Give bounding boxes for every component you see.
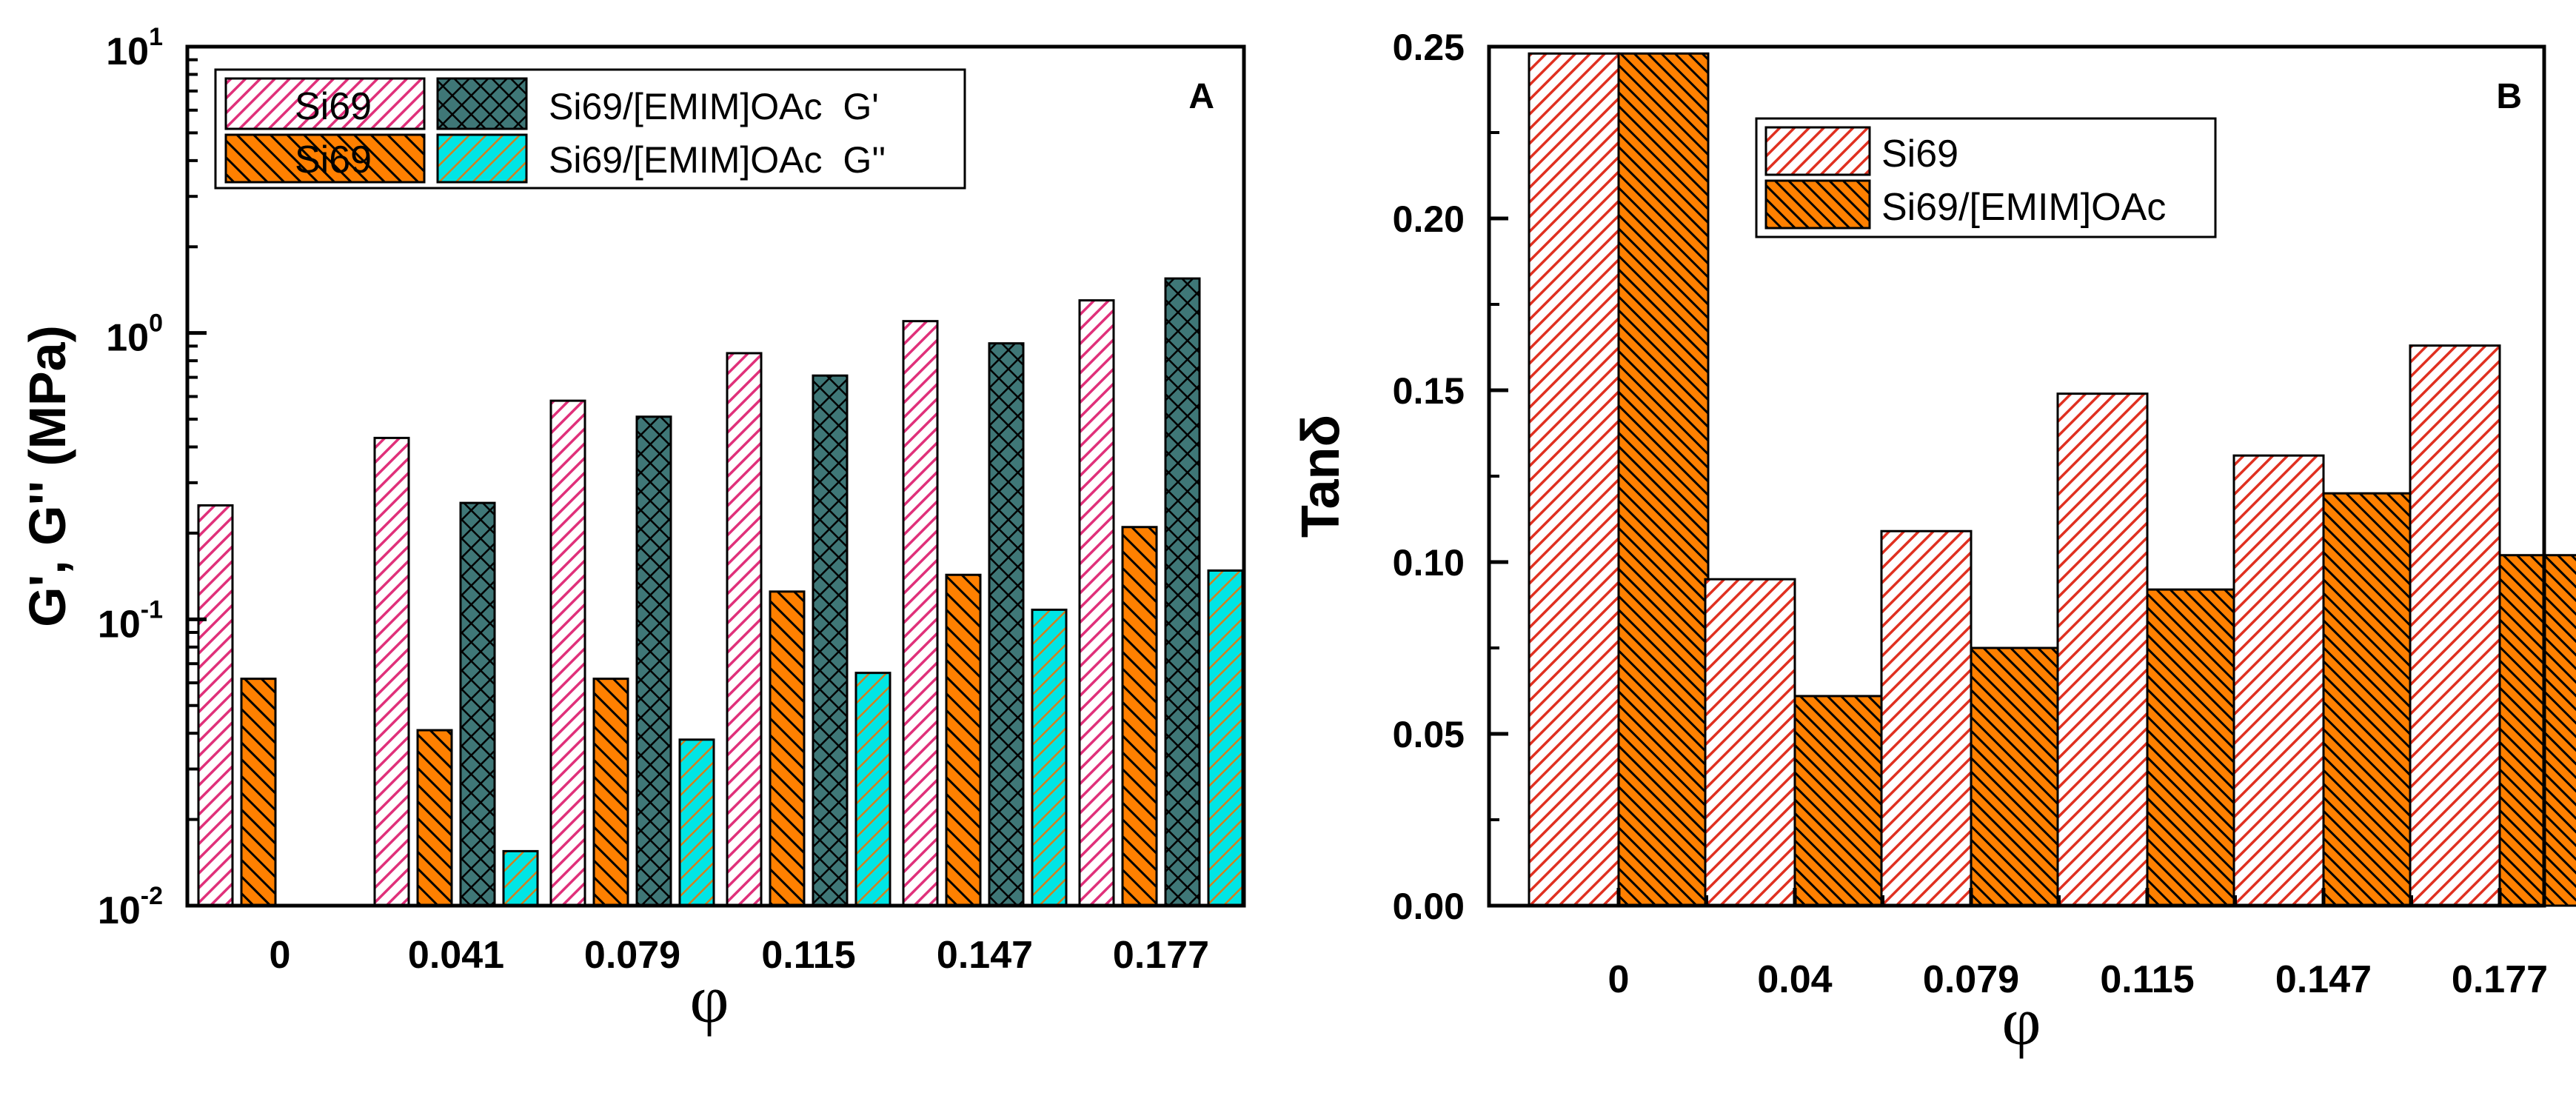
panel-b-ticks bbox=[1489, 44, 2502, 908]
panel-a-ticks bbox=[187, 44, 207, 908]
legend-label-b-si69: Si69 bbox=[1881, 133, 1958, 176]
b-xtick-label-0-079: 0.079 bbox=[1923, 958, 2019, 1001]
b-xtick-label-0-147: 0.147 bbox=[2275, 958, 2372, 1001]
panel-a-legend: Si69 Si69 Si69/[EMIM]OAc G' Si69/[EMIM]O… bbox=[214, 68, 966, 190]
bar-a-si69-s1-0-079 bbox=[592, 678, 629, 907]
a-xtick-label-0-079: 0.079 bbox=[584, 934, 680, 977]
panel-b-legend: Si69 Si69/[EMIM]OAc bbox=[1755, 117, 2217, 238]
a-ytick-exponent: -2 bbox=[141, 882, 163, 910]
bar-b-si69-emim-oac-0-04 bbox=[1793, 695, 1886, 907]
legend-label-b-emim: Si69/[EMIM]OAc bbox=[1881, 186, 2166, 229]
b-ytick-label: 0.25 bbox=[1393, 27, 1465, 68]
legend-label-si69-g-double-prime: Si69 bbox=[295, 138, 372, 181]
a-ytick-base: 10 bbox=[98, 889, 141, 932]
bar-a-si69-s1-0-041 bbox=[416, 729, 453, 907]
bar-a-si69-emim-oac-g-s2-0-115 bbox=[812, 374, 849, 907]
a-ytick-label: 100 bbox=[106, 310, 163, 360]
legend-swatch-emim-g-double-prime bbox=[436, 133, 528, 184]
panel-a-x-axis-title: φ bbox=[689, 961, 729, 1037]
bar-a-si69-s0-0-147 bbox=[902, 320, 939, 907]
bar-a-si69-emim-oac-g-s2-0-079 bbox=[635, 415, 672, 907]
a-xtick-label-0: 0 bbox=[270, 934, 291, 977]
bar-a-si69-emim-oac-g-s2-0-041 bbox=[459, 501, 496, 907]
a-ytick-label: 10-1 bbox=[98, 595, 163, 646]
panel-a-y-axis-title: G', G'' (MPa) bbox=[19, 325, 76, 627]
bar-b-si69-0-177 bbox=[2409, 344, 2501, 907]
bar-a-si69-emim-oac-g-s2-0-177 bbox=[1164, 277, 1201, 907]
bar-b-si69-0-04 bbox=[1704, 578, 1796, 907]
a-xtick-label-0-177: 0.177 bbox=[1113, 934, 1209, 977]
bar-b-si69-emim-oac-0-079 bbox=[1970, 646, 2062, 907]
panel-b-x-axis-title: φ bbox=[2001, 983, 2041, 1059]
a-ytick-base: 10 bbox=[106, 30, 149, 73]
bar-b-si69-0 bbox=[1528, 52, 1620, 907]
legend-label-emim-g-double-prime: Si69/[EMIM]OAc G'' bbox=[549, 139, 886, 181]
bar-a-si69-s1-0-147 bbox=[945, 573, 982, 907]
a-ytick-exponent: 0 bbox=[149, 310, 163, 338]
panel-a-plot-frame bbox=[185, 44, 1246, 908]
panel-b: 0.00 0.05 0.10 0.15 0.20 0.25 0 0.04 0.079 0.115… bbox=[1291, 27, 2576, 1059]
bar-b-si69-emim-oac-0-147 bbox=[2322, 492, 2415, 907]
a-ytick-base: 10 bbox=[98, 603, 141, 646]
a-ytick-label: 101 bbox=[106, 23, 163, 73]
panel-a-bars bbox=[197, 277, 1244, 907]
a-ytick-exponent: -1 bbox=[141, 595, 163, 624]
b-ytick-label: 0.10 bbox=[1393, 542, 1465, 584]
a-xtick-label-0-041: 0.041 bbox=[408, 934, 504, 977]
bar-a-si69-s0-0-177 bbox=[1078, 299, 1115, 907]
bar-a-si69-s0-0-115 bbox=[726, 352, 763, 907]
a-xtick-label-0-147: 0.147 bbox=[937, 934, 1033, 977]
legend-swatch-b-si69 bbox=[1764, 126, 1871, 176]
legend-swatch-emim-g-prime bbox=[436, 77, 528, 130]
panel-b-xtick-labels: 0 0.04 0.079 0.115 0.147 0.177 bbox=[1608, 958, 2549, 1001]
panel-a-letter: A bbox=[1188, 77, 1214, 116]
legend-label-si69-g-prime: Si69 bbox=[295, 85, 372, 128]
bar-b-si69-emim-oac-0-115 bbox=[2146, 588, 2238, 907]
b-xtick-label-0: 0 bbox=[1608, 958, 1630, 1001]
bar-a-si69-emim-oac-g-s2-0-147 bbox=[988, 342, 1025, 907]
bar-a-si69-s1-0-177 bbox=[1121, 526, 1158, 907]
panel-b-y-axis-title: Tanδ bbox=[1291, 415, 1351, 538]
bar-a-si69-emim-oac-g-s3-0-079 bbox=[678, 738, 715, 907]
b-ytick-label: 0.00 bbox=[1393, 886, 1465, 927]
panel-b-letter: B bbox=[2496, 77, 2522, 116]
panel-b-bars bbox=[1528, 52, 2576, 907]
a-ytick-exponent: 1 bbox=[149, 23, 163, 51]
legend-label-emim-g-prime: Si69/[EMIM]OAc G' bbox=[549, 86, 879, 127]
bar-a-si69-emim-oac-g-s3-0-041 bbox=[502, 849, 539, 907]
a-ytick-label: 10-2 bbox=[98, 882, 163, 932]
bar-b-si69-emim-oac-0-177 bbox=[2498, 554, 2576, 907]
bar-b-si69-0-079 bbox=[1880, 529, 1973, 907]
b-ytick-label: 0.05 bbox=[1393, 714, 1465, 755]
b-xtick-label-0-115: 0.115 bbox=[2100, 958, 2194, 1001]
legend-swatch-si69-g-prime bbox=[224, 77, 426, 130]
bar-a-si69-emim-oac-g-s3-0-115 bbox=[854, 672, 891, 907]
bar-a-si69-s0-0-079 bbox=[549, 399, 586, 907]
b-xtick-label-0-177: 0.177 bbox=[2452, 958, 2548, 1001]
a-xtick-label-0-115: 0.115 bbox=[761, 934, 855, 977]
legend-swatch-b-emim bbox=[1764, 179, 1871, 230]
b-ytick-label: 0.20 bbox=[1393, 198, 1465, 240]
bar-b-si69-0-147 bbox=[2232, 454, 2325, 907]
bar-a-si69-s0-0-041 bbox=[373, 436, 410, 907]
legend-swatch-si69-g-double-prime bbox=[224, 133, 426, 184]
b-xtick-label-0-04: 0.04 bbox=[1757, 958, 1832, 1001]
bar-a-si69-emim-oac-g-s3-0-177 bbox=[1207, 569, 1244, 907]
panel-b-ytick-labels: 0.00 0.05 0.10 0.15 0.20 0.25 bbox=[1393, 27, 1465, 927]
panel-a-xtick-labels: 0 0.041 0.079 0.115 0.147 0.177 bbox=[270, 934, 1210, 977]
a-ytick-base: 10 bbox=[106, 317, 149, 360]
bar-a-si69-s0-0 bbox=[197, 504, 234, 907]
b-ytick-label: 0.15 bbox=[1393, 370, 1465, 412]
bar-a-si69-s1-0-115 bbox=[769, 590, 806, 907]
bar-b-si69-0-115 bbox=[2056, 392, 2149, 907]
bar-a-si69-s1-0 bbox=[240, 678, 277, 907]
bar-a-si69-emim-oac-g-s3-0-147 bbox=[1031, 608, 1068, 907]
bar-b-si69-emim-oac-0 bbox=[1617, 52, 1710, 907]
